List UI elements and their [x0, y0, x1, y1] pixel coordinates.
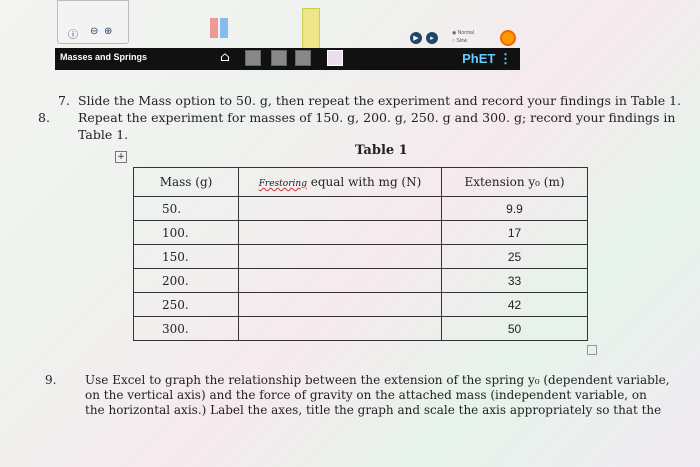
- tab-intro[interactable]: [245, 50, 261, 66]
- question-8: 8. Repeat the experiment for masses of 15…: [38, 110, 676, 142]
- phet-logo[interactable]: PhET ⋮: [462, 51, 512, 66]
- header-mass: Mass (g): [133, 167, 239, 197]
- table-row: 50. 9.9: [133, 196, 588, 221]
- tab-lab[interactable]: [327, 50, 343, 66]
- data-table: Mass (g) Frestoring equal with mg (N) Ex…: [133, 167, 588, 341]
- table-row: 250. 42: [133, 292, 588, 317]
- cell-mass[interactable]: 50.: [133, 196, 239, 221]
- cell-mass[interactable]: 300.: [133, 316, 239, 341]
- cell-force[interactable]: [238, 196, 442, 221]
- question-9: 9. Use Excel to graph the relationship be…: [45, 373, 670, 417]
- cell-extension[interactable]: 25: [441, 244, 588, 269]
- table-move-handle[interactable]: +: [115, 151, 127, 163]
- cell-mass[interactable]: 200.: [133, 268, 239, 293]
- home-icon[interactable]: ⌂: [220, 50, 230, 65]
- zoom-in-icon[interactable]: ⊕: [104, 26, 113, 37]
- sim-title: Masses and Springs: [60, 52, 148, 62]
- cell-force[interactable]: [238, 268, 442, 293]
- table-row: 150. 25: [133, 244, 588, 269]
- cell-extension[interactable]: 9.9: [441, 196, 588, 221]
- navigation-bar: Masses and Springs ⌂ PhET ⋮: [55, 48, 520, 70]
- tools-panel: ⓘ ⊖ ⊕: [57, 0, 129, 44]
- table-row: 200. 33: [133, 268, 588, 293]
- cell-extension[interactable]: 17: [441, 220, 588, 245]
- cell-force[interactable]: [238, 220, 442, 245]
- reset-button[interactable]: [500, 30, 516, 46]
- ruler[interactable]: [302, 8, 320, 52]
- speed-slow-radio[interactable]: ○ Slow: [452, 38, 468, 44]
- header-extension: Extension y₀ (m): [441, 167, 588, 197]
- cell-force[interactable]: [238, 292, 442, 317]
- cell-force[interactable]: [238, 244, 442, 269]
- cell-mass[interactable]: 100.: [133, 220, 239, 245]
- info-icon[interactable]: ⓘ: [68, 30, 78, 41]
- step-button[interactable]: ▸: [426, 32, 438, 44]
- cell-mass[interactable]: 250.: [133, 292, 239, 317]
- table-resize-handle[interactable]: [587, 345, 597, 355]
- zoom-out-icon[interactable]: ⊖: [90, 26, 99, 37]
- cell-extension[interactable]: 33: [441, 268, 588, 293]
- play-button[interactable]: ▶: [410, 32, 422, 44]
- table-title: Table 1: [355, 143, 408, 158]
- question-7: 7. Slide the Mass option to 50. g, then r…: [58, 93, 682, 108]
- phet-simulation: ⓘ ⊖ ⊕ ▶ ▸ ◉ Normal ○ Slow Masses and Spr…: [0, 0, 700, 78]
- table-row: 300. 50: [133, 316, 588, 341]
- cell-extension[interactable]: 50: [441, 316, 588, 341]
- table-header-row: Mass (g) Frestoring equal with mg (N) Ex…: [133, 167, 588, 197]
- header-force: Frestoring equal with mg (N): [238, 167, 442, 197]
- cell-extension[interactable]: 42: [441, 292, 588, 317]
- tab-energy[interactable]: [295, 50, 311, 66]
- mass-spring-2[interactable]: [220, 18, 228, 38]
- mass-spring-1[interactable]: [210, 18, 218, 38]
- tab-vectors[interactable]: [271, 50, 287, 66]
- cell-force[interactable]: [238, 316, 442, 341]
- table-row: 100. 17: [133, 220, 588, 245]
- speed-normal-radio[interactable]: ◉ Normal: [452, 30, 474, 36]
- cell-mass[interactable]: 150.: [133, 244, 239, 269]
